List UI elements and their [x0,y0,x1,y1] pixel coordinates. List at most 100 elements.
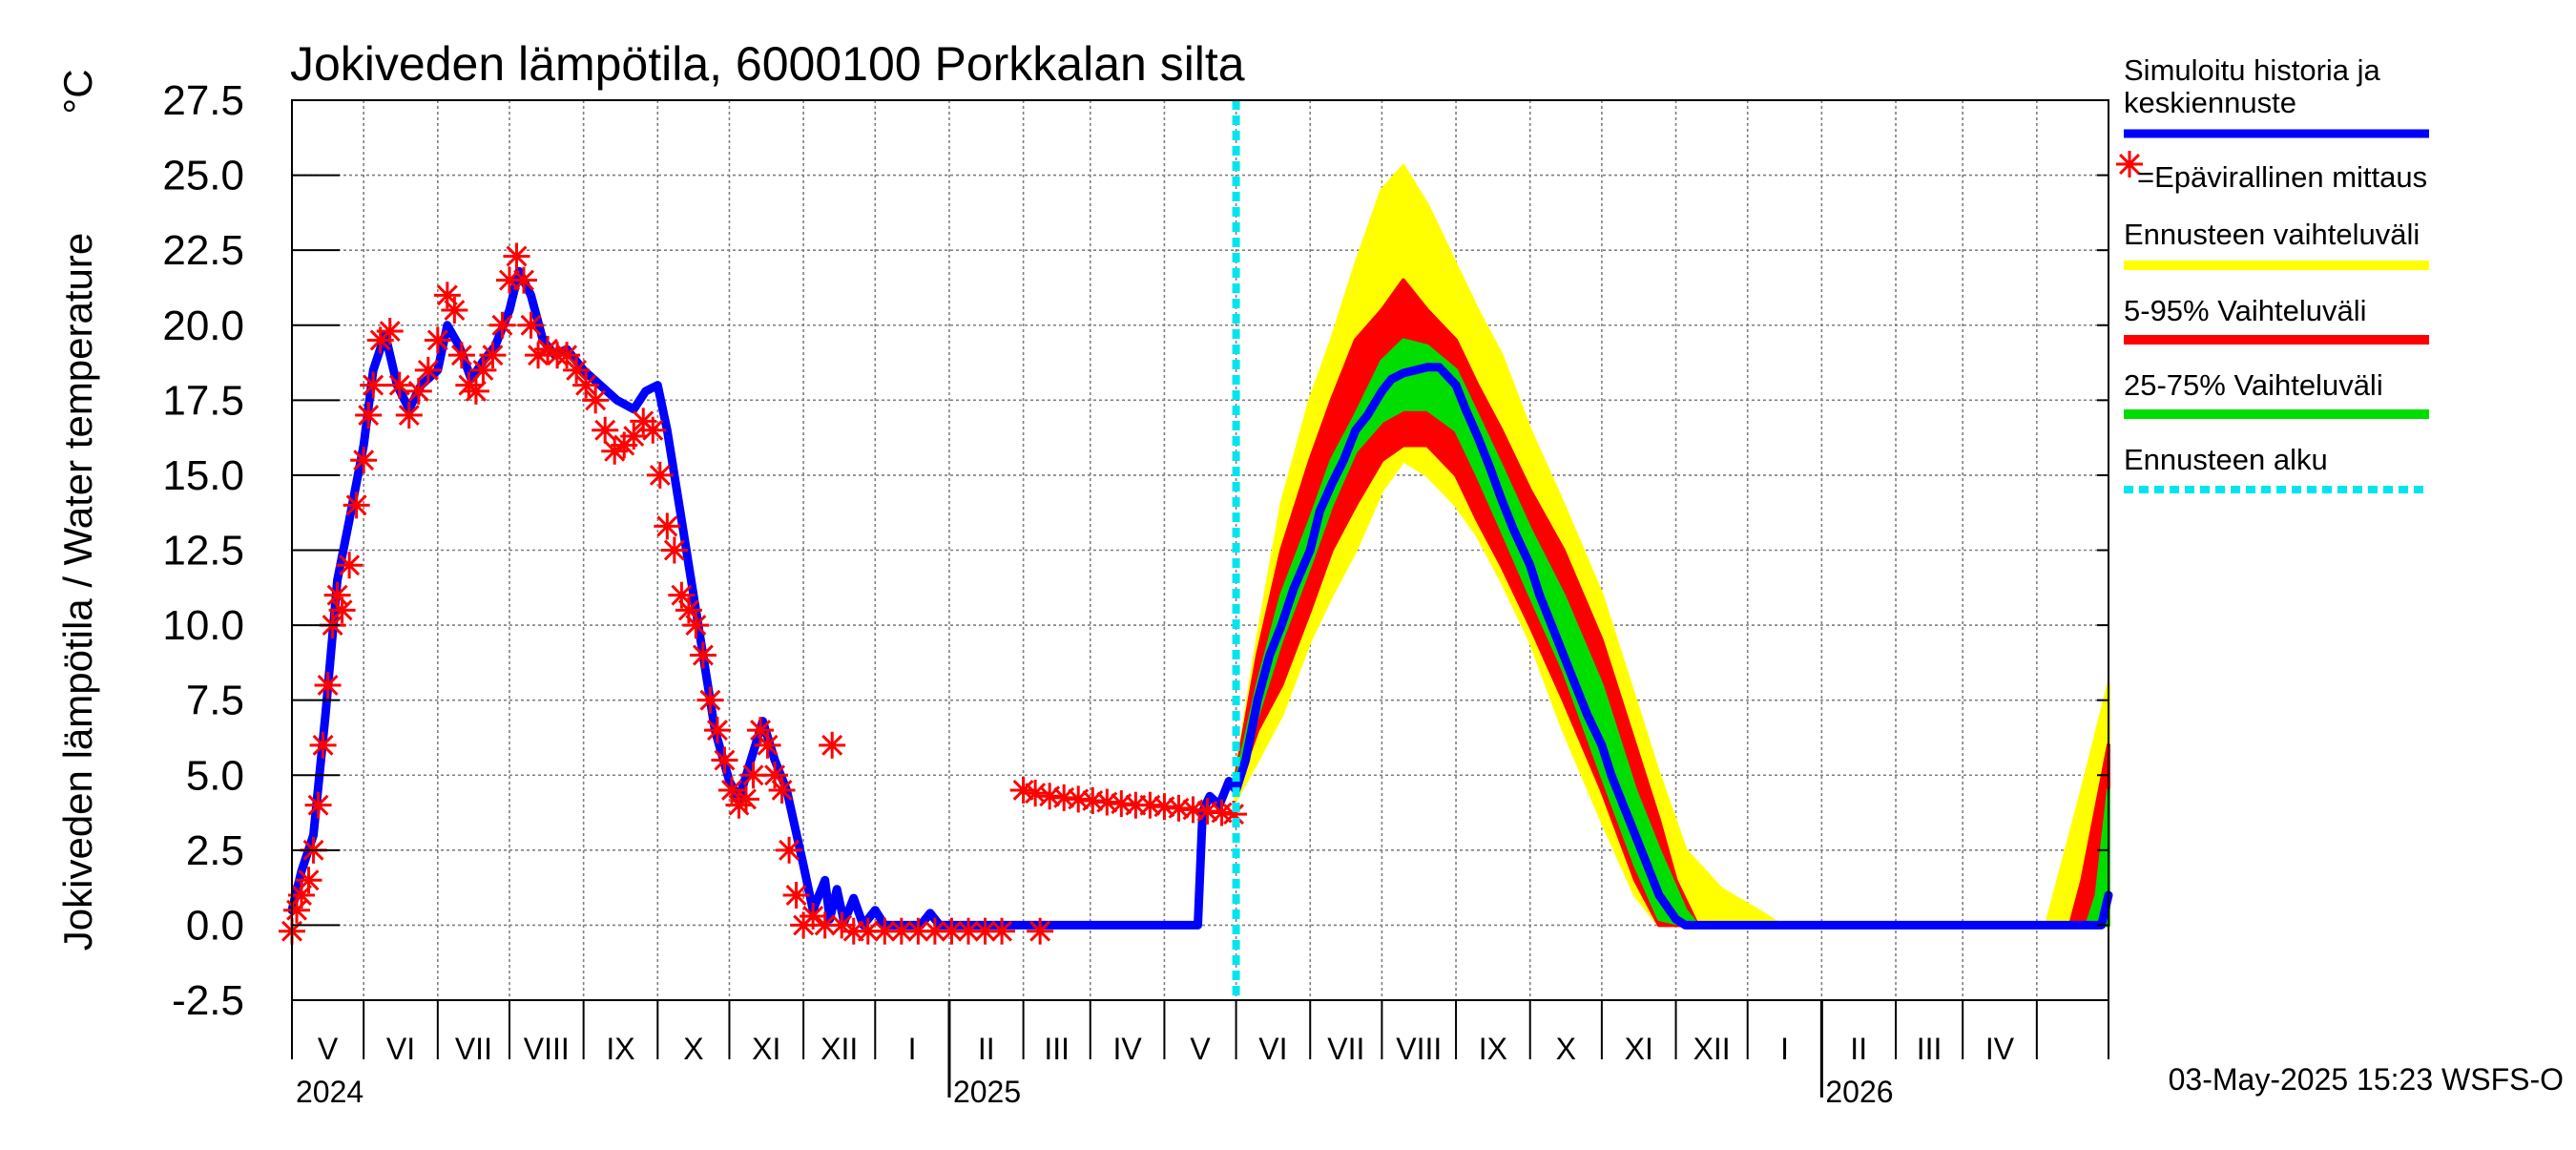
grid [292,100,2109,1000]
axes: 27.5 25.0 22.5 20.0 17.5 15.0 12.5 10.0 7.5 5.0 2.… [162,77,2109,1109]
measurement-point [447,342,475,369]
measurement-point [660,536,688,564]
y-tick-label: 17.5 [162,377,244,424]
measurement-point [309,731,337,759]
y-tick-label: 22.5 [162,227,244,274]
y-tick-label: 12.5 [162,528,244,575]
x-month-label: I [908,1032,917,1066]
x-month-label: X [683,1032,703,1066]
measurement-point [800,902,827,930]
measurement-point [776,836,803,864]
measurement-point [646,461,674,489]
y-tick-label: 0.0 [186,902,244,949]
legend-label: 25-75% Vaihteluväli [2124,368,2383,402]
y-tick-label: -2.5 [172,977,244,1024]
x-year-label: 2024 [296,1075,364,1109]
x-month-label: XI [752,1032,780,1066]
x-month-label: VII [1327,1032,1364,1066]
measurement-point [314,671,342,699]
x-month-label: VI [386,1032,415,1066]
measurement-point [592,416,619,444]
measurement-point [503,242,530,270]
legend-label: =Epävirallinen mittaus [2137,160,2427,194]
x-month-label: IV [1112,1032,1142,1066]
measurement-point [1108,790,1135,818]
measurement-point [395,402,423,429]
measurement-point [360,371,387,399]
x-month-label: VII [455,1032,492,1066]
measurement-point [988,917,1016,945]
measurement-point [1165,794,1193,822]
measurement-point [887,917,915,945]
chart-title: Jokiveden lämpötila, 6000100 Porkkalan s… [290,37,1245,91]
measurement-point [1022,780,1049,807]
legend-label: Simuloitu historia ja [2124,53,2381,87]
measurement-point [479,342,507,369]
x-month-label: II [978,1032,995,1066]
measurement-point [304,791,332,819]
measurement-point [1079,786,1107,814]
x-month-label: V [1190,1032,1211,1066]
measurement-point [553,342,581,369]
measurement-point [682,612,710,639]
measurement-point [654,512,681,540]
measurement-point [582,387,610,414]
measurement-point [1050,784,1078,811]
measurement-point [1151,793,1178,821]
measurement-point [385,371,413,399]
legend-label: Ennusteen vaihteluväli [2124,218,2420,251]
measurement-point [639,416,667,444]
measurement-point [462,377,489,405]
measurement-point [1027,917,1054,945]
measurement-point [355,402,383,429]
measurement-point [733,785,759,813]
measurement-point [563,356,591,384]
x-month-label: II [1850,1032,1867,1066]
measurement-point [696,686,724,714]
legend-label: Ennusteen alku [2124,443,2328,476]
y-tick-label: 20.0 [162,303,244,349]
measurement-point [376,318,404,345]
y-tick-label: 25.0 [162,153,244,199]
measurement-point [1136,791,1164,819]
x-year-label: 2025 [953,1075,1021,1109]
legend-label: 5-95% Vaihteluväli [2124,294,2366,327]
x-month-label: XI [1625,1032,1653,1066]
y-tick-label: 27.5 [162,77,244,124]
measurement-point [283,896,311,924]
timestamp: 03-May-2025 15:23 WSFS-O [2169,1062,2564,1097]
measurement-point [488,311,516,339]
y-tick-label: 15.0 [162,452,244,499]
measurement-point [1093,788,1121,816]
measurement-point [1065,785,1092,813]
measurement-point [754,731,781,759]
legend-label: keskiennuste [2124,86,2296,119]
x-month-label: V [318,1032,339,1066]
measurement-point [295,867,322,894]
x-month-label: III [1044,1032,1070,1066]
y-tick-label: 7.5 [186,678,244,724]
x-month-label: IX [1479,1032,1507,1066]
x-month-label: VIII [524,1032,570,1066]
x-month-label: X [1556,1032,1576,1066]
measurement-point [1194,797,1221,825]
measurement-point [1179,796,1207,824]
measurement-point [703,717,731,744]
measurement-point [819,731,846,759]
y-tick-label: 10.0 [162,602,244,649]
plot-frame [291,99,2109,1001]
measurement-point [572,371,600,399]
measurement-point [689,641,717,669]
measurement-point [328,596,356,624]
measurement-point [343,491,370,519]
legend-marker [2116,151,2143,178]
measurement-point [711,746,738,774]
y-tick-label: 5.0 [186,752,244,799]
x-month-label: VI [1258,1032,1287,1066]
measurement-point [1036,783,1064,810]
measurement-point [517,311,545,339]
measurement-point [782,881,810,909]
